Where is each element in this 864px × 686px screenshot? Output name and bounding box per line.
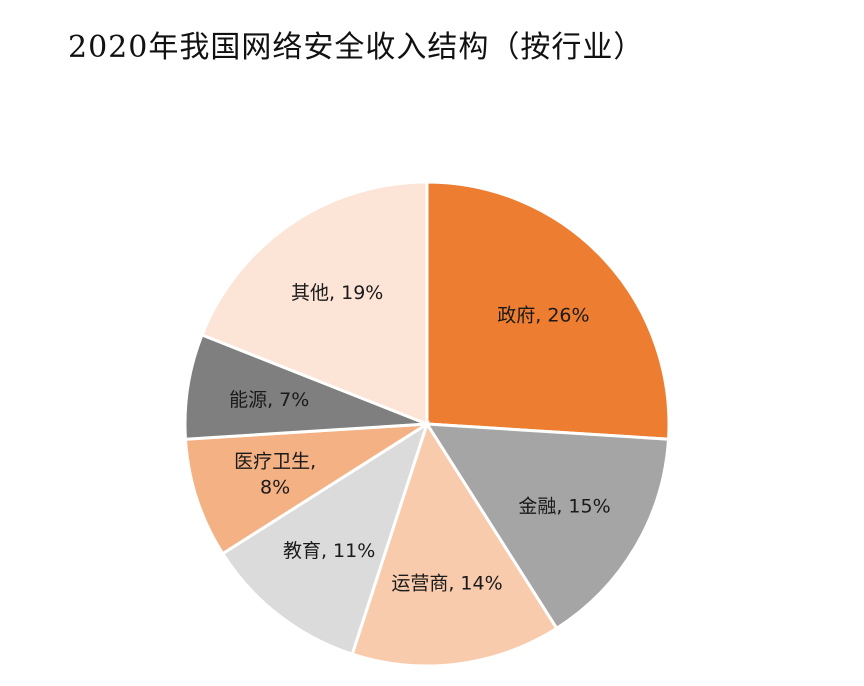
pie-label-5: 能源, 7% xyxy=(229,389,309,411)
pie-label-3: 教育, 11% xyxy=(283,540,375,562)
pie-label-1: 金融, 15% xyxy=(518,495,610,517)
pie-label-line: 其他, 19% xyxy=(291,282,383,304)
pie-label-line: 医疗卫生, xyxy=(234,450,316,472)
pie-slice-1 xyxy=(424,422,671,631)
pie-label-6: 其他, 19% xyxy=(291,282,383,304)
pie-slice-2 xyxy=(350,420,559,668)
pie-label-line: 政府, 26% xyxy=(497,305,589,327)
pie-slice-6 xyxy=(200,180,429,427)
pie-label-line: 教育, 11% xyxy=(283,540,375,562)
pie-slices xyxy=(183,180,671,668)
pie-slice-4 xyxy=(183,422,428,556)
pie-label-line: 金融, 15% xyxy=(518,495,610,517)
pie-slice-0 xyxy=(425,180,671,441)
pie-labels: 政府, 26% 金融, 15% 运营商, 14% 教育, 11% 医疗卫生, 8% 能源, … xyxy=(229,282,611,595)
pie-label-line: 8% xyxy=(260,476,290,498)
pie-label-line: 能源, 7% xyxy=(229,389,309,411)
pie-slice-5 xyxy=(183,332,428,441)
pie-label-4: 医疗卫生, 8% xyxy=(234,450,316,498)
pie-label-line: 运营商, 14% xyxy=(391,573,502,595)
pie-slice-3 xyxy=(220,420,430,657)
chart-title: 2020年我国网络安全收入结构（按行业） xyxy=(68,30,645,65)
pie-label-2: 运营商, 14% xyxy=(391,573,502,595)
pie-label-0: 政府, 26% xyxy=(497,305,589,327)
